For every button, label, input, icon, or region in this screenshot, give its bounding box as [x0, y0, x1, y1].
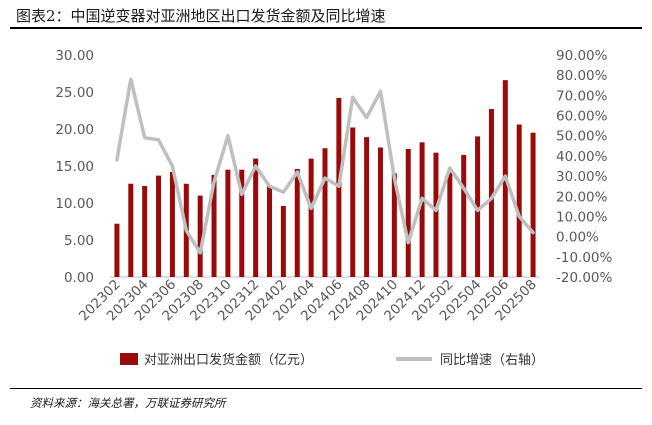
right-axis-tick-label: 60.00%: [556, 109, 608, 125]
right-axis-tick-label: 50.00%: [556, 129, 608, 145]
legend-swatch-line: [396, 356, 432, 361]
chart-title: 图表2：中国逆变器对亚洲地区出口发货金额及同比增速: [16, 7, 386, 25]
bar: [447, 172, 453, 277]
bar: [267, 185, 273, 277]
right-axis-tick-label: 80.00%: [556, 68, 608, 84]
bar: [114, 223, 120, 277]
left-axis-tick-label: 10.00: [55, 196, 94, 212]
bar: [391, 173, 397, 277]
title-bar: 图表2：中国逆变器对亚洲地区出口发货金额及同比增速: [10, 0, 642, 29]
bar: [377, 147, 383, 277]
legend-label-line: 同比增速（右轴）: [440, 353, 545, 368]
bar: [433, 152, 439, 277]
right-axis-tick-label: 90.00%: [556, 48, 608, 64]
left-axis-tick-label: 15.00: [55, 159, 94, 175]
right-axis-tick-label: 30.00%: [556, 169, 608, 185]
bar: [239, 169, 245, 277]
yoy-growth-line: [115, 77, 535, 255]
bar: [475, 136, 481, 277]
legend-label-bar: 对亚洲出口发货金额（亿元）: [144, 353, 314, 368]
right-axis-tick-label: -20.00%: [556, 270, 613, 286]
bottom-rule: [10, 388, 642, 389]
bar: [350, 127, 356, 278]
bar: [142, 185, 148, 277]
left-axis-tick-label: 30.00: [55, 48, 94, 64]
bar: [280, 205, 286, 277]
bar: [461, 154, 467, 277]
left-axis-tick-label: 20.00: [55, 122, 94, 138]
bar: [169, 171, 175, 277]
right-axis-tick-label: 10.00%: [556, 209, 608, 225]
left-axis-tick-label: 0.00: [64, 270, 94, 286]
bar: [405, 148, 411, 277]
bar: [211, 174, 217, 277]
bar: [488, 109, 494, 278]
bar: [322, 148, 328, 277]
bar: [530, 132, 536, 277]
chart-area: 0.00 5.00 10.00 15.00 20.00 25.00 30.00 -20.00%…: [55, 48, 613, 324]
bar: [419, 142, 425, 277]
left-axis-tick-label: 25.00: [55, 85, 94, 101]
legend-item-bar: 对亚洲出口发货金额（亿元）: [120, 349, 313, 368]
right-axis-tick-label: 40.00%: [556, 149, 608, 165]
right-axis-tick-label: 20.00%: [556, 189, 608, 205]
source-note: 资料来源：海关总署，万联证券研究所: [30, 396, 226, 410]
bar: [197, 195, 203, 277]
legend-swatch-bar: [120, 352, 138, 365]
right-axis-tick-label: 70.00%: [556, 88, 608, 104]
right-axis-tick-label: -10.00%: [556, 250, 613, 266]
bar: [364, 137, 370, 277]
bar: [516, 124, 522, 277]
right-axis-tick-label: 0.00%: [556, 230, 599, 246]
bar: [128, 183, 134, 277]
left-axis-tick-label: 5.00: [64, 233, 94, 249]
legend-item-line: 同比增速（右轴）: [396, 349, 544, 368]
bar: [225, 169, 231, 277]
bar: [253, 158, 259, 277]
bar: [294, 168, 300, 277]
bar: [308, 158, 314, 277]
bar: [156, 175, 162, 277]
